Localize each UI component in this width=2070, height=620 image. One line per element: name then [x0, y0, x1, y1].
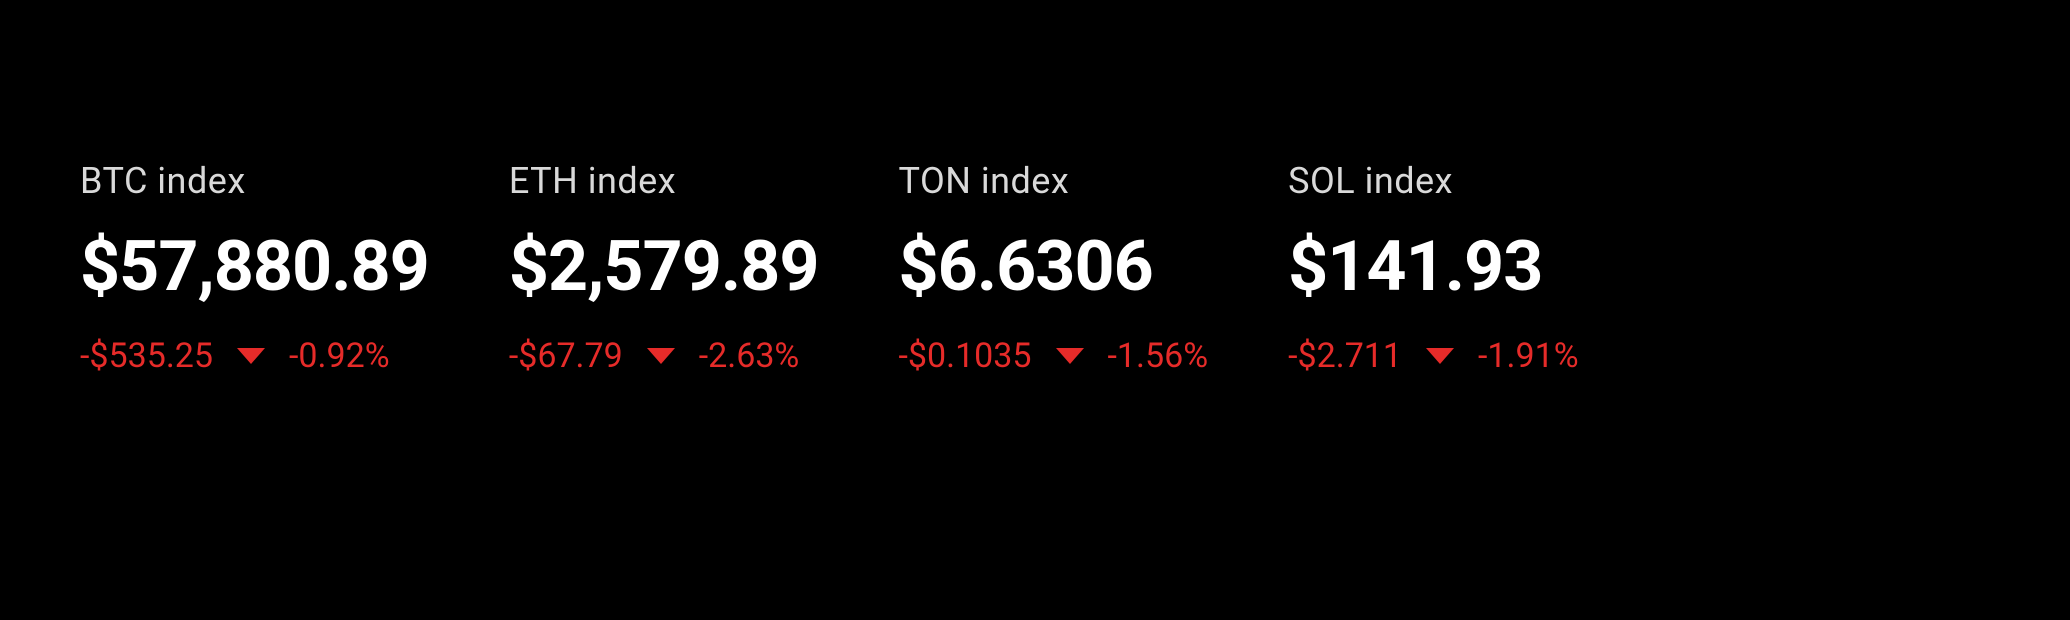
index-price: $57,880.89	[80, 232, 429, 302]
index-change-row: -$67.79 -2.63%	[509, 336, 819, 376]
change-absolute: -$67.79	[509, 336, 623, 376]
index-price: $2,579.89	[509, 232, 819, 302]
index-change-row: -$2.711 -1.91%	[1288, 336, 1579, 376]
index-card-btc[interactable]: BTC index $57,880.89 -$535.25 -0.92%	[80, 160, 429, 376]
index-card-eth[interactable]: ETH index $2,579.89 -$67.79 -2.63%	[509, 160, 819, 376]
index-label: BTC index	[80, 160, 429, 202]
change-absolute: -$535.25	[80, 336, 213, 376]
index-change-row: -$0.1035 -1.56%	[899, 336, 1209, 376]
change-percent: -1.56%	[1108, 336, 1209, 376]
change-percent: -0.92%	[289, 336, 390, 376]
caret-down-icon	[237, 348, 265, 364]
index-card-ton[interactable]: TON index $6.6306 -$0.1035 -1.56%	[899, 160, 1209, 376]
change-absolute: -$2.711	[1288, 336, 1402, 376]
index-label: TON index	[899, 160, 1209, 202]
change-absolute: -$0.1035	[899, 336, 1032, 376]
index-label: SOL index	[1288, 160, 1579, 202]
index-ticker-row: BTC index $57,880.89 -$535.25 -0.92% ETH…	[0, 0, 2070, 376]
change-percent: -2.63%	[699, 336, 800, 376]
index-change-row: -$535.25 -0.92%	[80, 336, 429, 376]
caret-down-icon	[1056, 348, 1084, 364]
index-price: $6.6306	[899, 232, 1209, 302]
caret-down-icon	[647, 348, 675, 364]
caret-down-icon	[1426, 348, 1454, 364]
index-price: $141.93	[1288, 232, 1579, 302]
index-label: ETH index	[509, 160, 819, 202]
index-card-sol[interactable]: SOL index $141.93 -$2.711 -1.91%	[1288, 160, 1579, 376]
change-percent: -1.91%	[1478, 336, 1579, 376]
